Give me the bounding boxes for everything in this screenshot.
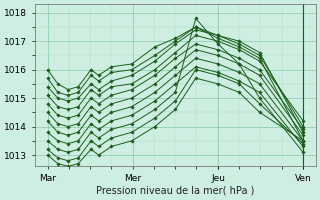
X-axis label: Pression niveau de la mer( hPa ): Pression niveau de la mer( hPa ) <box>96 186 254 196</box>
